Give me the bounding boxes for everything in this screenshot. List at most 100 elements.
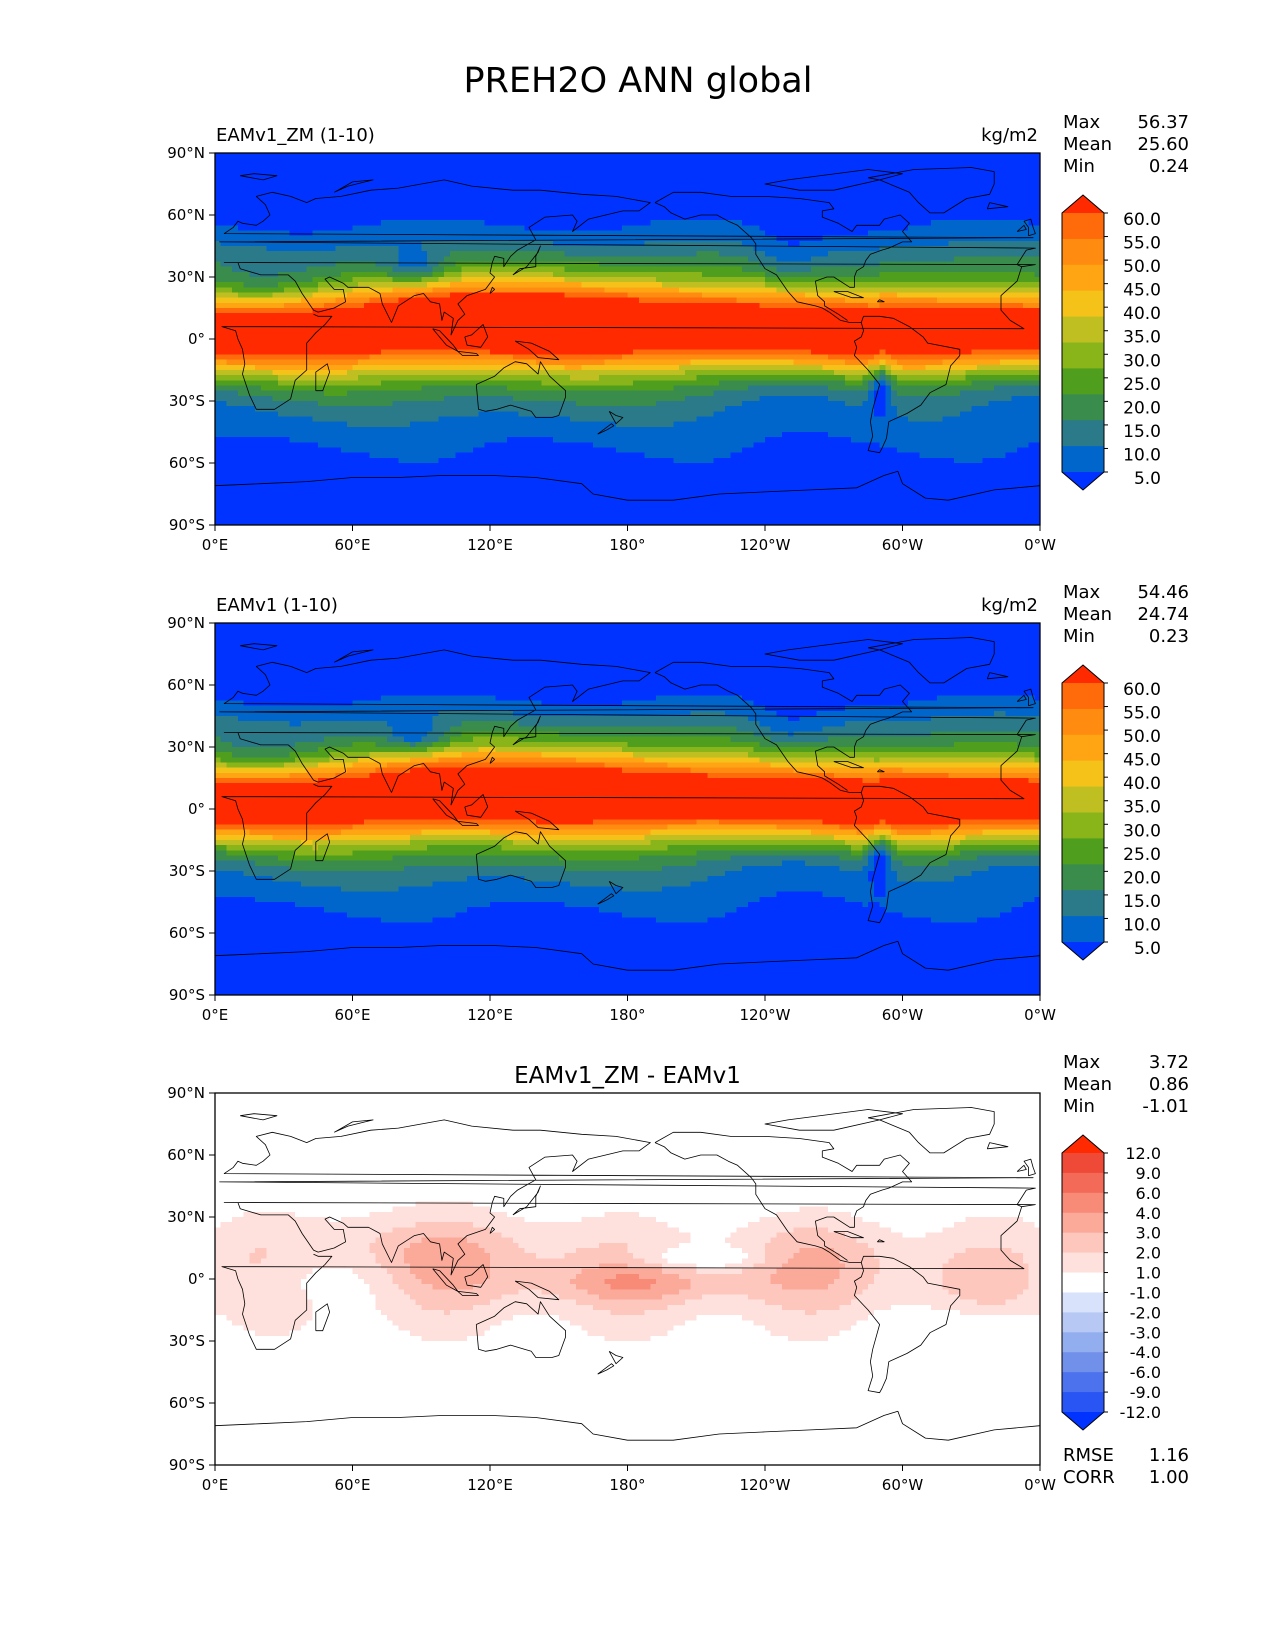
- field-cell: [833, 240, 841, 247]
- field-cell: [621, 163, 629, 170]
- field-cell: [426, 199, 434, 206]
- field-cell: [656, 204, 663, 211]
- field-cell: [747, 313, 755, 319]
- field-cell: [381, 292, 388, 299]
- field-cell: [478, 297, 485, 304]
- field-cell: [667, 318, 674, 325]
- field-cell: [787, 209, 795, 216]
- field-cell: [237, 287, 245, 294]
- field-cell: [398, 209, 405, 216]
- field-cell: [679, 292, 686, 299]
- field-cell: [873, 153, 881, 159]
- field-cell: [312, 235, 319, 242]
- field-cell: [656, 168, 663, 175]
- field-cell: [375, 220, 382, 226]
- field-cell: [765, 168, 772, 175]
- field-cell: [982, 173, 990, 180]
- field-cell: [329, 153, 336, 159]
- field-cell: [335, 328, 342, 335]
- field-cell: [363, 277, 371, 283]
- field-cell: [604, 220, 611, 226]
- field-cell: [1011, 168, 1018, 175]
- field-cell: [272, 308, 279, 314]
- field-cell: [541, 194, 548, 201]
- field-cell: [570, 178, 577, 185]
- field-cell: [278, 225, 285, 232]
- field-cell: [908, 163, 915, 170]
- field-cell: [604, 189, 611, 195]
- field-cell: [518, 153, 525, 159]
- field-cell: [816, 209, 823, 216]
- field-cell: [438, 277, 445, 283]
- field-cell: [598, 318, 606, 325]
- field-cell: [341, 277, 348, 283]
- field-cell: [805, 189, 812, 195]
- field-cell: [581, 225, 588, 232]
- field-cell: [999, 266, 1007, 273]
- field-cell: [673, 230, 680, 237]
- field-cell: [1028, 194, 1035, 201]
- field-cell: [833, 194, 841, 201]
- field-cell: [381, 158, 388, 164]
- field-cell: [381, 240, 388, 247]
- field-cell: [329, 220, 336, 226]
- field-cell: [1011, 209, 1018, 216]
- field-cell: [873, 308, 881, 314]
- field-cell: [696, 194, 703, 201]
- field-cell: [490, 189, 497, 195]
- field-cell: [524, 199, 531, 206]
- field-cell: [936, 287, 944, 294]
- field-cell: [799, 240, 806, 247]
- field-cell: [765, 158, 772, 164]
- field-cell: [707, 173, 715, 180]
- field-cell: [868, 199, 875, 206]
- field-cell: [530, 282, 537, 288]
- field-cell: [306, 189, 313, 195]
- field-cell: [908, 158, 915, 164]
- field-cell: [232, 235, 239, 242]
- field-cell: [323, 266, 331, 273]
- field-cell: [255, 184, 262, 190]
- field-cell: [787, 204, 795, 211]
- field-cell: [237, 199, 245, 206]
- field-cell: [868, 302, 875, 309]
- field-cell: [369, 297, 377, 304]
- field-cell: [1005, 313, 1012, 319]
- field-cell: [724, 251, 732, 257]
- field-cell: [530, 220, 537, 226]
- field-cell: [879, 178, 886, 185]
- field-cell: [346, 168, 354, 175]
- field-cell: [1011, 184, 1018, 190]
- field-cells: [215, 153, 1041, 526]
- field-cell: [873, 220, 881, 226]
- field-cell: [237, 235, 245, 242]
- field-cell: [438, 297, 445, 304]
- field-cell: [742, 189, 749, 195]
- field-cell: [341, 318, 348, 325]
- field-cell: [363, 256, 371, 263]
- field-cell: [278, 287, 285, 294]
- field-cell: [965, 173, 972, 180]
- field-cell: [449, 277, 457, 283]
- field-cell: [954, 251, 961, 257]
- field-cell: [724, 189, 732, 195]
- field-cell: [627, 225, 634, 232]
- field-cell: [215, 230, 222, 237]
- field-cell: [1022, 277, 1030, 283]
- field-cell: [249, 277, 256, 283]
- field-cell: [507, 209, 514, 216]
- field-cell: [742, 277, 749, 283]
- field-cell: [409, 246, 417, 252]
- field-cell: [352, 209, 359, 216]
- field-cell: [908, 225, 915, 232]
- field-cell: [260, 287, 268, 294]
- field-cell: [421, 204, 428, 211]
- field-cell: [323, 178, 331, 185]
- field-cell: [415, 158, 422, 164]
- field-cell: [318, 323, 325, 330]
- field-cell: [787, 313, 795, 319]
- field-cell: [1011, 194, 1018, 201]
- field-cell: [581, 297, 588, 304]
- field-cell: [255, 287, 262, 294]
- field-cell: [868, 287, 875, 294]
